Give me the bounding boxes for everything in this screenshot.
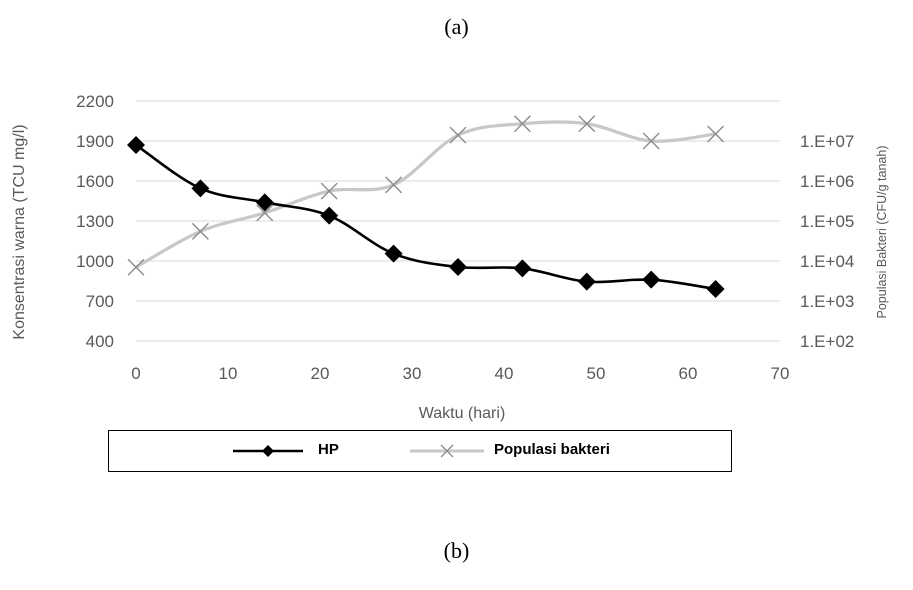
y-right-tick-label: 1.E+07 — [800, 132, 854, 151]
legend — [108, 430, 732, 472]
x-marker-stroke — [256, 204, 274, 222]
y-left-tick-label: 700 — [86, 292, 114, 311]
x-tick-label: 60 — [679, 364, 698, 383]
x-marker-stroke — [707, 125, 725, 143]
y-left-tick-label: 1000 — [76, 252, 114, 271]
legend-marks — [233, 444, 484, 458]
y-right-tick-label: 1.E+05 — [800, 212, 854, 231]
legend-marker-populasi-bakteri — [440, 444, 454, 458]
y-axis-right-title: Populasi Bakteri (CFU/g tanah) — [875, 146, 889, 319]
legend-label-hp: HP — [318, 441, 339, 458]
point-populasi-bakteri — [513, 115, 531, 133]
point-hp — [642, 270, 661, 289]
point-populasi-bakteri — [449, 126, 467, 144]
point-hp — [706, 280, 725, 298]
x-axis-title: Waktu (hari) — [419, 405, 506, 422]
x-marker-stroke — [449, 126, 467, 144]
legend-label-populasi-bakteri: Populasi bakteri — [494, 441, 610, 458]
point-populasi-bakteri — [191, 222, 209, 240]
y-axis-left-ticks: 400 700 1000 1300 1600 1900 2200 — [76, 92, 114, 351]
series-layer — [127, 115, 725, 298]
y-left-tick-label: 1600 — [76, 172, 114, 191]
caption-a: (a) — [444, 14, 469, 39]
x-tick-label: 20 — [311, 364, 330, 383]
x-marker-stroke — [127, 258, 145, 276]
series-line-populasi-bakteri — [135, 120, 716, 269]
y-left-tick-label: 1300 — [76, 212, 114, 231]
y-left-tick-label: 400 — [86, 332, 114, 351]
y-left-tick-label: 2200 — [76, 92, 114, 111]
x-tick-label: 30 — [403, 364, 422, 383]
y-right-tick-label: 1.E+02 — [800, 332, 854, 351]
x-marker-stroke — [191, 222, 209, 240]
point-hp — [577, 272, 596, 291]
y-right-tick-label: 1.E+04 — [800, 252, 854, 271]
x-marker-stroke — [513, 115, 531, 133]
x-marker-stroke — [440, 444, 454, 458]
point-populasi-bakteri — [256, 204, 274, 222]
point-populasi-bakteri — [642, 132, 660, 150]
point-populasi-bakteri — [707, 125, 725, 143]
x-marker-stroke — [642, 132, 660, 150]
point-hp — [127, 136, 145, 154]
y-right-tick-label: 1.E+03 — [800, 292, 854, 311]
x-marker-stroke — [578, 115, 596, 133]
point-hp — [513, 259, 532, 278]
caption-b: (b) — [443, 538, 470, 563]
x-tick-label: 10 — [219, 364, 238, 383]
x-tick-label: 0 — [131, 364, 140, 383]
point-hp — [449, 258, 467, 276]
point-hp — [384, 244, 403, 263]
point-populasi-bakteri — [320, 182, 338, 200]
point-populasi-bakteri — [385, 176, 403, 194]
x-tick-label: 40 — [495, 364, 514, 383]
point-hp — [191, 179, 210, 198]
x-marker-stroke — [320, 182, 338, 200]
series-line-hp — [135, 143, 716, 291]
point-populasi-bakteri — [578, 115, 596, 133]
point-populasi-bakteri — [127, 258, 145, 276]
x-marker-stroke — [385, 176, 403, 194]
y-right-tick-label: 1.E+06 — [800, 172, 854, 191]
point-hp — [320, 206, 339, 225]
x-axis-ticks: 0 10 20 30 40 50 60 70 — [131, 364, 789, 383]
y-axis-right-ticks: 1.E+02 1.E+03 1.E+04 1.E+05 1.E+06 1.E+07 — [800, 132, 854, 351]
y-left-tick-label: 1900 — [76, 132, 114, 151]
legend-marker-hp — [262, 445, 274, 457]
x-tick-label: 50 — [587, 364, 606, 383]
y-axis-left-title: Konsentrasi warna (TCU mg/l) — [11, 124, 28, 339]
point-hp — [255, 193, 274, 212]
x-tick-label: 70 — [771, 364, 790, 383]
